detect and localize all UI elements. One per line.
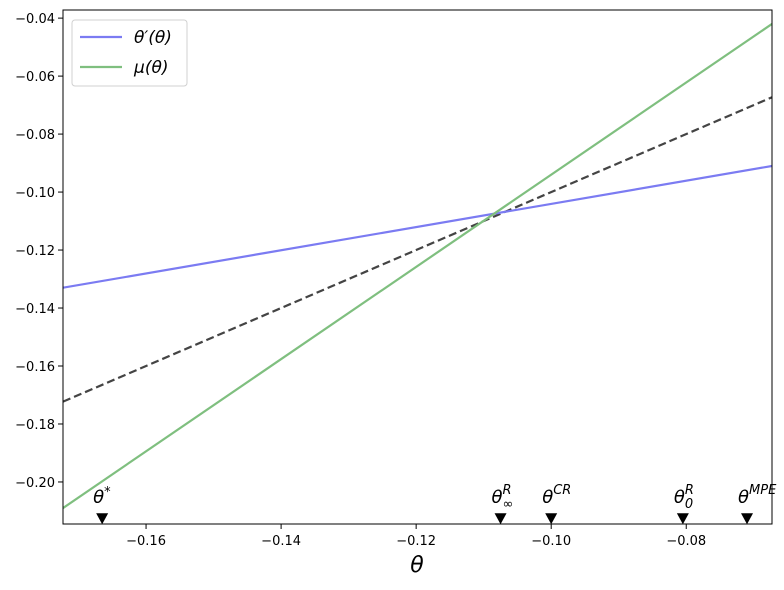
marker-sup: * [104, 485, 111, 500]
x-tick-label: −0.16 [126, 534, 166, 549]
marker-label: θ [674, 487, 685, 508]
y-tick-label: −0.06 [15, 70, 55, 85]
legend: θ′(θ) μ(θ) [71, 19, 188, 87]
series-line [63, 164, 772, 289]
x-tick-label: −0.10 [531, 534, 571, 549]
marker-label: θ [738, 487, 749, 508]
marker-sup: R [685, 483, 694, 498]
y-tick-label: −0.20 [15, 476, 55, 491]
y-tick-label: −0.18 [15, 418, 55, 433]
x-tick-label: −0.12 [396, 534, 436, 549]
marker-base: θ [674, 487, 685, 508]
marker [545, 513, 558, 525]
marker-base: θ [542, 487, 553, 508]
x-axis-label: θ [410, 553, 424, 578]
series-line [63, 23, 772, 509]
x-tick-label: −0.08 [666, 534, 706, 549]
marker-label: θ [492, 487, 503, 508]
marker-sup: R [503, 483, 512, 498]
y-tick-label: −0.04 [15, 12, 55, 27]
y-tick-label: −0.10 [15, 186, 55, 201]
marker-base: θ [492, 487, 503, 508]
marker-sub: ∞ [503, 497, 514, 512]
marker [741, 513, 754, 525]
marker-label: θ [542, 487, 553, 508]
marker-sup: MPE [749, 483, 777, 498]
y-tick-label: −0.14 [15, 302, 55, 317]
marker [676, 513, 689, 525]
marker-sub: 0 [685, 497, 693, 512]
marker-base: θ [93, 487, 104, 508]
reference-line [63, 96, 772, 403]
legend-label: θ′(θ) [134, 28, 172, 48]
marker [96, 513, 109, 525]
x-tick-label: −0.14 [261, 534, 301, 549]
marker [494, 513, 507, 525]
marker-sup: CR [553, 483, 571, 498]
y-tick-label: −0.16 [15, 360, 55, 375]
marker-label: θ [93, 487, 104, 508]
y-tick-label: −0.12 [15, 244, 55, 259]
plot-frame [62, 9, 773, 525]
y-tick-label: −0.08 [15, 128, 55, 143]
legend-label: μ(θ) [133, 58, 168, 78]
marker-base: θ [738, 487, 749, 508]
